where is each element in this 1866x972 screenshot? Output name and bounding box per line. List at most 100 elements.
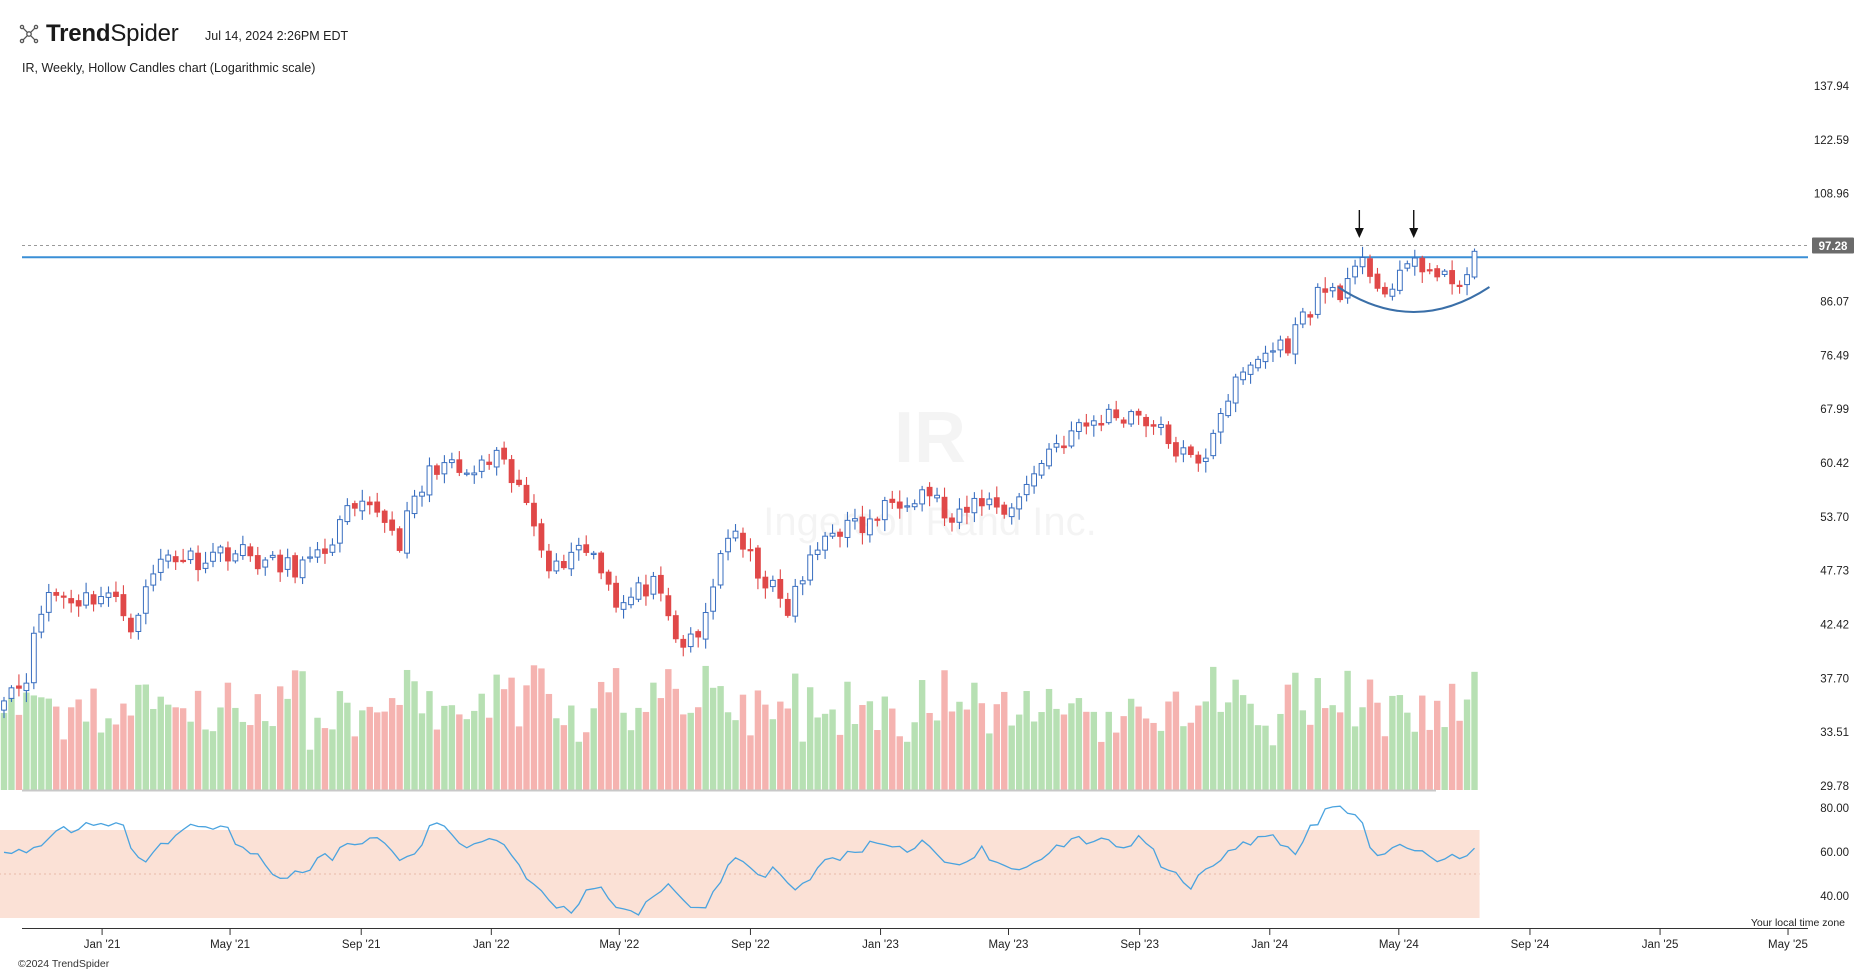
candle [978,489,985,516]
volume-bar [650,682,657,790]
candle [83,582,90,609]
volume-bar [806,687,814,790]
volume-bar [426,691,433,790]
candle [1128,409,1135,427]
candle-body [964,506,970,513]
volume-bar [657,698,665,790]
candle-body [165,554,172,562]
volume-bar [1359,707,1366,790]
volume-bar [135,684,142,790]
candle-body [247,546,254,557]
volume-bar [75,699,82,790]
candle [172,550,179,570]
brand-light: Spider [110,20,179,47]
volume-bar [1187,722,1195,790]
volume-bar [1195,705,1202,790]
candle [695,629,702,648]
candle [792,578,799,623]
candle [747,538,754,562]
volume-bar [1127,698,1135,790]
volume-bar [209,731,217,790]
volume-bar [1015,714,1023,790]
candle-body [1150,424,1157,427]
rsi-tick-label: 60.00 [1820,847,1849,859]
candle [829,524,836,539]
candle [1083,413,1090,435]
volume-bar [381,711,388,790]
candle-body [307,556,313,559]
candle [1038,459,1045,479]
volume-bar [523,685,530,790]
candle-body [896,501,903,509]
candle [426,457,433,503]
volume-bar [627,730,635,790]
candle-body [456,459,463,473]
candle [299,556,306,585]
candle [702,602,709,649]
candle [1016,492,1023,520]
candle [247,543,254,562]
candle [934,487,940,503]
volume-bar [97,732,105,790]
candle [1284,335,1291,356]
candle [217,544,224,562]
volume-bar [120,703,127,790]
candle-body [351,503,358,509]
volume-bar [23,692,30,790]
candle-body [180,559,187,563]
candle-body [792,585,799,617]
candle-body [60,595,67,598]
candle [866,509,873,543]
candle [1150,420,1157,435]
candle [1464,267,1470,296]
candle-body [837,531,843,537]
price-tick-label: 42.42 [1820,619,1849,631]
volume-bar [792,673,799,790]
candle-body [538,523,545,551]
volume-bar [500,689,508,790]
candle-body [717,553,724,586]
candle-body [844,519,851,538]
volume-bar [859,705,866,790]
price-tick-label: 86.07 [1820,296,1849,308]
candle [807,545,814,586]
volume-bar [284,698,291,790]
candle-body [1270,350,1276,353]
volume-bar [232,707,239,790]
candle [396,526,403,553]
price-tick-label: 47.73 [1820,566,1849,578]
candle-body [30,632,37,684]
volume-bar [187,721,194,790]
candle [292,552,299,584]
volume-bar [1463,699,1471,790]
volume-bar [605,692,612,790]
candle-body [344,505,351,523]
candle [1262,345,1269,369]
volume-bar [1322,708,1329,790]
candle-body [1053,443,1060,448]
volume-bar [418,713,426,790]
candle [351,500,358,517]
volume-bar [933,720,941,790]
price-tick-label: 29.78 [1820,781,1849,793]
volume-bar [1113,732,1120,790]
candle [657,566,664,602]
time-tick-label: May '22 [599,939,639,951]
volume-bar [874,730,881,790]
candle-body [374,501,381,513]
candle-body [1083,422,1090,427]
volume-bar [1172,691,1180,790]
candle-body [583,544,590,553]
candle [254,546,261,575]
candle-body [620,602,627,610]
candle [896,490,903,519]
volume-bar [1120,716,1127,790]
price-tick-label: 137.94 [1814,81,1850,93]
candle-body [657,574,664,594]
candle [859,505,866,545]
volume-bar [739,694,747,790]
candle-body [762,576,769,589]
candle-body [1374,273,1381,289]
volume-bar [1135,706,1142,790]
